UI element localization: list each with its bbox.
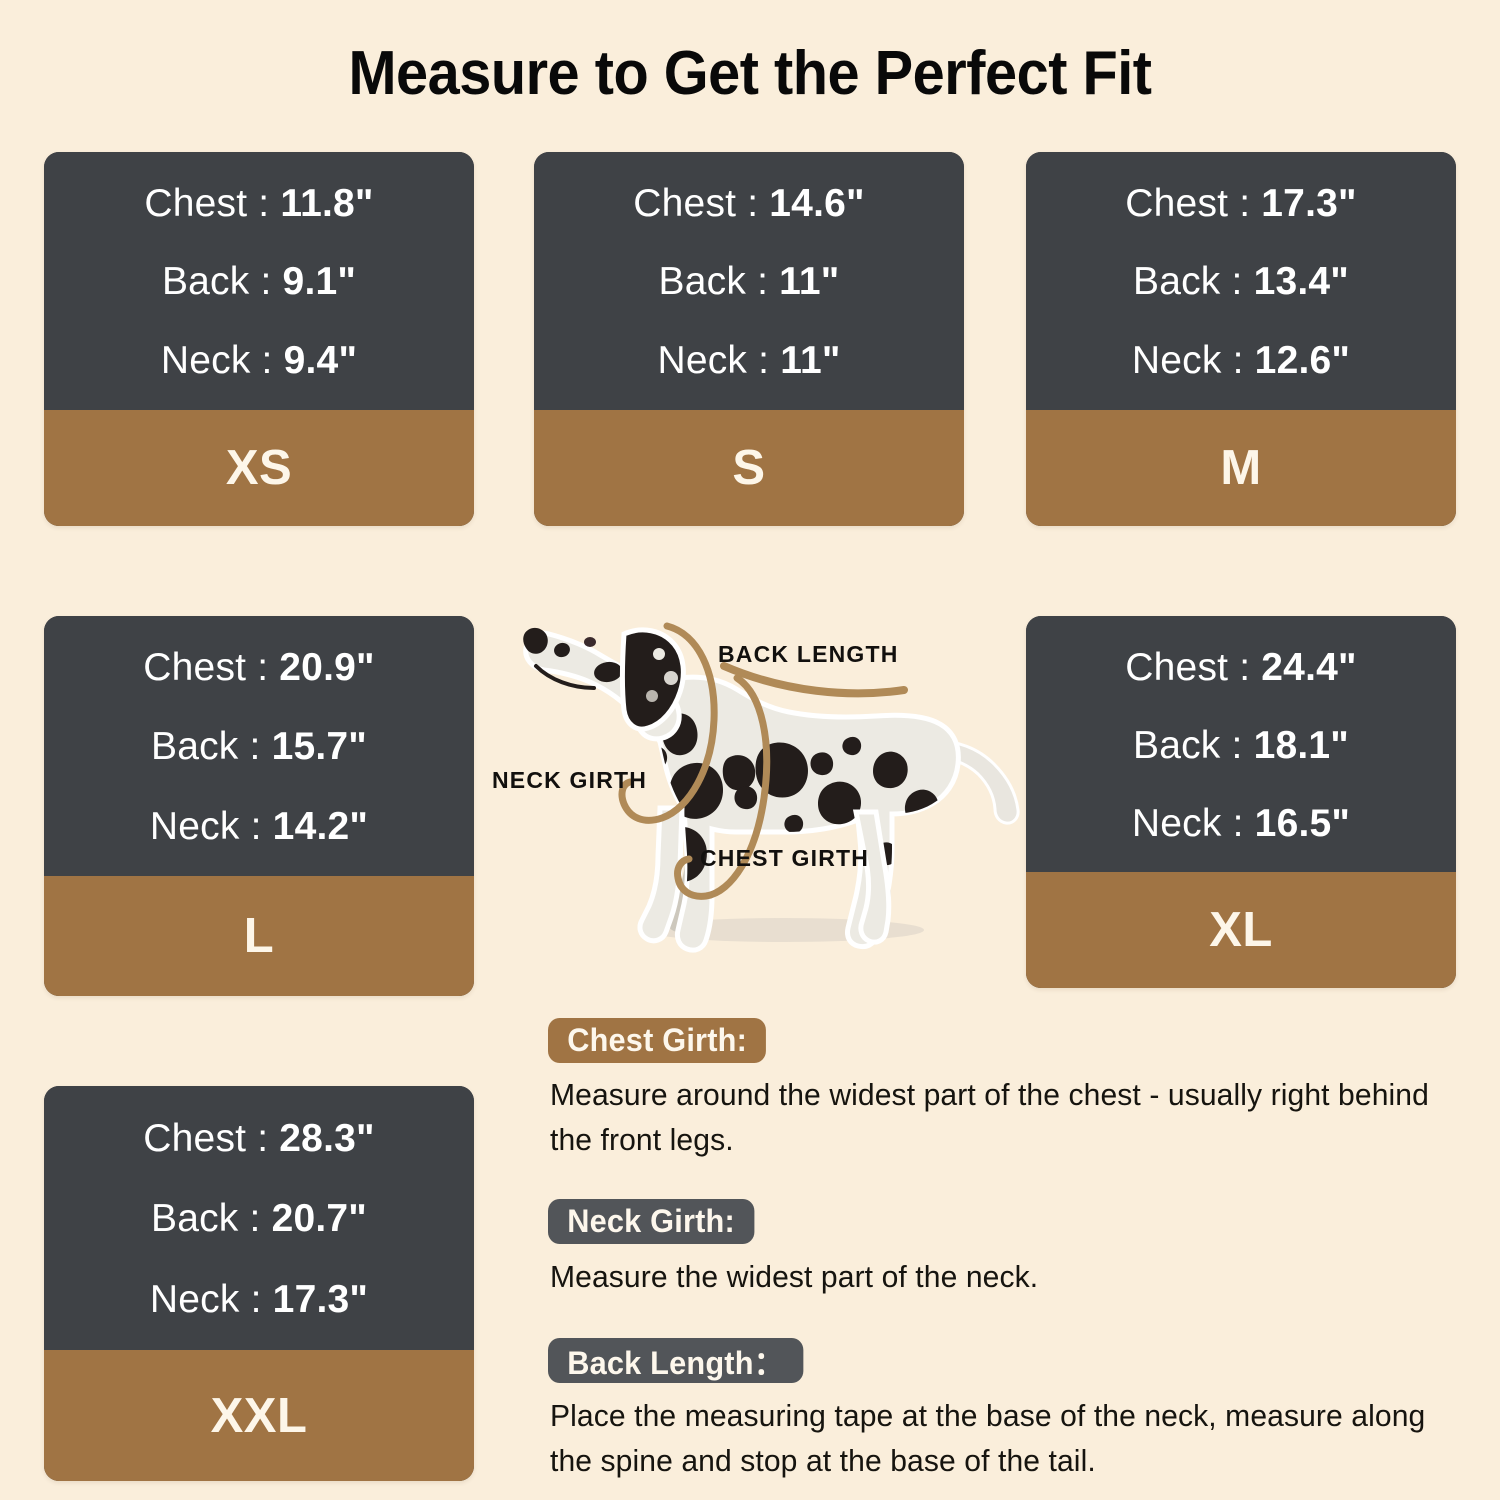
size-card-measures: Chest : 14.6" Back : 11" Neck : 11" — [534, 152, 964, 410]
size-label: L — [44, 876, 474, 996]
size-card-measures: Chest : 20.9" Back : 15.7" Neck : 14.2" — [44, 616, 474, 876]
back-measure: Back : 9.1" — [161, 260, 357, 304]
neck-measure: Neck : 11" — [657, 339, 841, 383]
chest-girth-description: Measure around the widest part of the ch… — [550, 1077, 1429, 1157]
size-card-m[interactable]: Chest : 17.3" Back : 13.4" Neck : 12.6" … — [1026, 152, 1456, 526]
neck-girth-description: Measure the widest part of the neck. — [550, 1259, 1039, 1294]
measurement-loops — [618, 622, 908, 900]
dog-front-leg — [637, 805, 685, 944]
neck-measure: Neck : 16.5" — [1131, 801, 1351, 845]
back-length-badge: Back Length： — [548, 1338, 804, 1383]
size-card-measures: Chest : 24.4" Back : 18.1" Neck : 16.5" — [1026, 616, 1456, 872]
size-label: XS — [44, 410, 474, 526]
size-label: M — [1026, 410, 1456, 526]
size-label: S — [534, 410, 964, 526]
back-length-description: Place the measuring tape at the base of … — [550, 1398, 1426, 1478]
neck-measure: Neck : 9.4" — [160, 339, 358, 383]
chest-girth-badge: Chest Girth: — [548, 1018, 767, 1063]
neck-measure: Neck : 12.6" — [1131, 339, 1351, 383]
diagram-label-back-length: BACK LENGTH — [718, 641, 899, 667]
dog-head — [523, 627, 686, 742]
size-card-measures: Chest : 28.3" Back : 20.7" Neck : 17.3" — [44, 1086, 474, 1350]
chest-measure: Chest : 17.3" — [1125, 181, 1357, 225]
size-card-l[interactable]: Chest : 20.9" Back : 15.7" Neck : 14.2" … — [44, 616, 474, 996]
chest-measure: Chest : 20.9" — [143, 646, 375, 690]
chest-measure: Chest : 11.8" — [144, 181, 374, 225]
back-measure: Back : 11" — [658, 260, 840, 304]
size-label: XL — [1026, 872, 1456, 988]
size-card-measures: Chest : 17.3" Back : 13.4" Neck : 12.6" — [1026, 152, 1456, 410]
neck-measure: Neck : 17.3" — [149, 1278, 369, 1322]
neck-measure: Neck : 14.2" — [149, 804, 369, 848]
size-card-xxl[interactable]: Chest : 28.3" Back : 20.7" Neck : 17.3" … — [44, 1086, 474, 1481]
size-card-measures: Chest : 11.8" Back : 9.1" Neck : 9.4" — [44, 152, 474, 410]
chest-measure: Chest : 14.6" — [633, 181, 865, 225]
neck-girth-badge: Neck Girth: — [548, 1199, 755, 1244]
diagram-label-neck-girth: NECK GIRTH — [492, 767, 648, 793]
dog-rear-leg — [852, 809, 892, 945]
back-measure: Back : 13.4" — [1132, 260, 1349, 304]
size-card-xs[interactable]: Chest : 11.8" Back : 9.1" Neck : 9.4" XS — [44, 152, 474, 526]
back-measure: Back : 15.7" — [150, 725, 367, 769]
back-length-arc — [720, 662, 908, 698]
size-label: XXL — [44, 1350, 474, 1481]
size-card-xl[interactable]: Chest : 24.4" Back : 18.1" Neck : 16.5" … — [1026, 616, 1456, 988]
chest-girth-loop — [674, 674, 771, 900]
dog-tail — [932, 740, 1020, 825]
size-card-s[interactable]: Chest : 14.6" Back : 11" Neck : 11" S — [534, 152, 964, 526]
back-measure: Back : 20.7" — [150, 1197, 367, 1241]
chest-measure: Chest : 24.4" — [1125, 645, 1357, 689]
chest-measure: Chest : 28.3" — [143, 1116, 375, 1160]
diagram-label-chest-girth: CHEST GIRTH — [700, 845, 870, 871]
dalmatian-dog-icon — [484, 596, 1024, 996]
back-measure: Back : 18.1" — [1132, 723, 1349, 767]
page-title: Measure to Get the Perfect Fit — [348, 39, 1152, 108]
neck-girth-loop — [618, 622, 718, 824]
